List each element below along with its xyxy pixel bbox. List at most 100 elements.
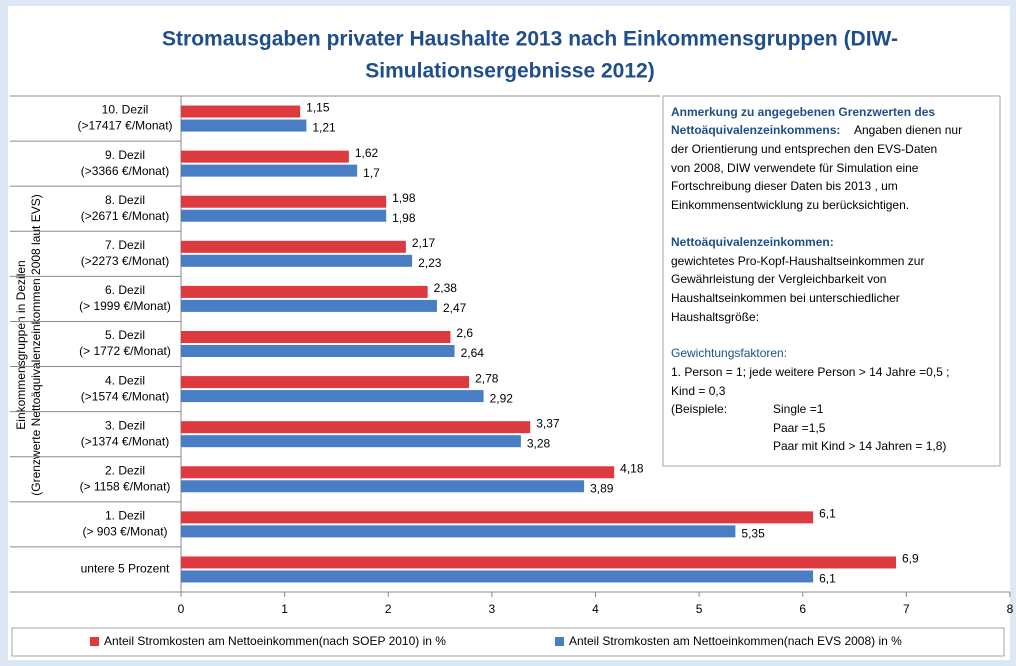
annotation-line: Paar mit Kind > 14 Jahren = 1,8) <box>773 439 946 453</box>
value-label: 1,7 <box>363 166 380 180</box>
annotation-line: Single =1 <box>773 402 824 416</box>
bar <box>181 376 470 389</box>
bar <box>181 421 531 434</box>
bar <box>181 240 406 253</box>
annotation-line: Einkommensentwicklung zu berücksichtigen… <box>671 198 909 212</box>
annotation-line: Haushaltsgröße: <box>671 310 759 324</box>
annotation: Anmerkung zu angegebenen Grenzwerten des… <box>671 105 962 453</box>
y-axis-title-line: (Grenzwerte Nettoäquivalenzeinkommen 200… <box>29 194 43 496</box>
bar <box>181 195 387 208</box>
value-label: 2,92 <box>490 391 514 405</box>
bar <box>181 164 358 177</box>
x-tick-label: 2 <box>385 602 392 616</box>
bar <box>181 285 428 298</box>
y-tick-label: (>2671 €/Monat) <box>81 209 169 223</box>
annotation-line: Haushaltseinkommen bei unterschiedlicher <box>671 291 900 305</box>
value-label: 2,6 <box>456 326 473 340</box>
chart-title: Simulationsergebnisse 2012) <box>365 60 654 83</box>
annotation-line: Nettoäquivalenzeinkommens: <box>671 123 840 137</box>
value-label: 1,15 <box>306 101 330 115</box>
bar <box>181 254 413 267</box>
y-tick-label: (> 1772 €/Monat) <box>79 344 171 358</box>
annotation-line: (Beispiele: <box>671 402 727 416</box>
y-tick-label: 2. Dezil <box>105 463 145 477</box>
annotation-line: Anmerkung zu angegebenen Grenzwerten des <box>671 105 935 119</box>
annotation-line: von 2008, DIW verwendete für Simulation … <box>671 161 919 175</box>
y-tick-label: (>1574 €/Monat) <box>81 389 169 403</box>
y-tick-label: (>17417 €/Monat) <box>77 119 172 133</box>
y-tick-label: (> 1158 €/Monat) <box>80 479 171 493</box>
chart-title: Stromausgaben privater Haushalte 2013 na… <box>162 28 898 51</box>
bar <box>181 570 814 583</box>
legend-swatch <box>555 637 564 646</box>
y-tick-label: (>2273 €/Monat) <box>81 254 169 268</box>
annotation-line: Gewichtungsfaktoren: <box>671 346 787 360</box>
x-tick-label: 3 <box>489 602 496 616</box>
bar <box>181 435 521 448</box>
value-label: 1,98 <box>392 211 416 225</box>
value-label: 5,35 <box>741 527 765 541</box>
value-label: 1,21 <box>312 121 336 135</box>
y-tick-label: 4. Dezil <box>105 373 145 387</box>
value-label: 3,89 <box>590 481 614 495</box>
value-label: 2,23 <box>418 256 442 270</box>
y-tick-label: (>3366 €/Monat) <box>81 164 169 178</box>
y-tick-label: (> 903 €/Monat) <box>82 525 167 539</box>
y-tick-label: untere 5 Prozent <box>81 562 170 576</box>
x-tick-label: 6 <box>799 602 806 616</box>
y-tick-label: 7. Dezil <box>105 238 145 252</box>
y-tick-label: 8. Dezil <box>105 193 145 207</box>
y-tick-label: 1. Dezil <box>105 509 145 523</box>
value-label: 6,9 <box>902 552 919 566</box>
annotation-line: Angaben dienen nur <box>854 123 962 137</box>
bar <box>181 345 455 357</box>
bar <box>181 119 307 132</box>
value-label: 2,64 <box>461 346 485 360</box>
value-label: 3,37 <box>536 416 560 430</box>
value-label: 1,98 <box>392 191 416 205</box>
bar <box>181 150 349 163</box>
value-label: 2,78 <box>475 371 499 385</box>
annotation-box <box>662 95 1001 467</box>
x-tick-label: 8 <box>1007 602 1014 616</box>
annotation-line: Fortschreibung dieser Daten bis 2013 , u… <box>671 179 898 193</box>
bar <box>181 331 451 343</box>
bar <box>181 480 585 493</box>
bar <box>181 556 897 569</box>
annotation-line: gewichtetes Pro-Kopf-Haushaltseinkommen … <box>671 254 924 268</box>
legend-box <box>11 627 1005 657</box>
annotation-line: der Orientierung und entsprechen den EVS… <box>671 142 937 156</box>
value-label: 3,28 <box>527 436 551 450</box>
bar <box>181 390 484 403</box>
y-tick-label: 3. Dezil <box>105 418 145 432</box>
legend-swatch <box>90 637 99 646</box>
y-tick-label: 9. Dezil <box>105 148 145 162</box>
annotation-line: 1. Person = 1; jede weitere Person > 14 … <box>671 365 950 379</box>
bar <box>181 299 437 312</box>
value-label: 2,38 <box>434 281 458 295</box>
annotation-line: Paar =1,5 <box>773 421 826 435</box>
value-label: 4,18 <box>620 461 644 475</box>
x-tick-label: 4 <box>592 602 599 616</box>
legend-label: Anteil Stromkosten am Nettoeinkommen(nac… <box>569 634 902 648</box>
y-tick-label: 5. Dezil <box>105 328 145 342</box>
y-tick-label: (>1374 €/Monat) <box>81 434 169 448</box>
x-tick-label: 1 <box>281 602 288 616</box>
bar <box>181 209 387 222</box>
x-tick-label: 5 <box>696 602 703 616</box>
bar <box>181 105 301 118</box>
y-axis-title-line: Einkommensgruppen in Dezilen <box>14 260 28 429</box>
bar <box>181 511 814 524</box>
annotation-line: Gewährleistung der Vergleichbarkeit von <box>671 272 886 286</box>
y-axis-title: Einkommensgruppen in Dezilen (Grenzwerte… <box>14 194 43 496</box>
bar <box>181 466 615 479</box>
legend-label: Anteil Stromkosten am Nettoeinkommen(nac… <box>104 634 446 648</box>
value-label: 1,62 <box>355 146 379 160</box>
x-tick-label: 0 <box>178 602 185 616</box>
value-label: 2,17 <box>412 236 436 250</box>
value-label: 6,1 <box>819 507 836 521</box>
x-tick-label: 7 <box>903 602 910 616</box>
annotation-line: Kind = 0,3 <box>671 384 726 398</box>
bar <box>181 525 736 538</box>
